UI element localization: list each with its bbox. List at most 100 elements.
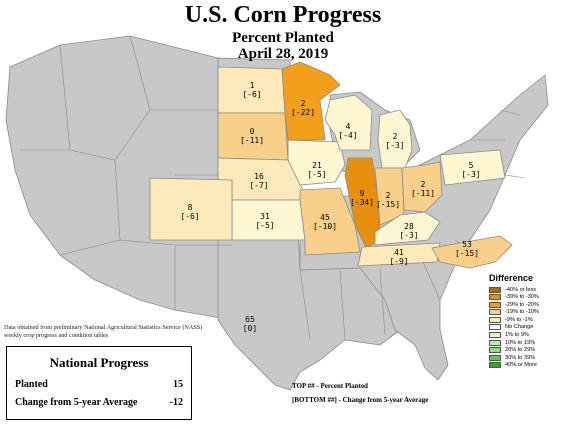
report-date: April 28, 2019 (237, 46, 329, 62)
state-label-nc-bottom: [-15] (455, 249, 479, 258)
state-label-in-top: 2 (386, 191, 391, 200)
legend-label: 40% or More (505, 362, 538, 369)
difference-legend: Difference -40% or less -39% to -30% -29% … (489, 273, 565, 370)
legend-label: -39% to -30% (505, 294, 539, 301)
state-michigan (377, 109, 413, 169)
state-label-ky-bottom: [-3] (399, 231, 418, 240)
difference-legend-title: Difference (489, 273, 534, 283)
legend-label: -19% to -10% (505, 309, 539, 316)
legend-label: -9% to -1% (505, 316, 533, 323)
difference-legend-items: -40% or less -39% to -30% -29% to -20% -19%… (489, 286, 565, 369)
difference-legend-item: -40% or less (489, 286, 565, 293)
legend-swatch (489, 339, 501, 346)
state-label-mn-bottom: [-22] (291, 108, 315, 117)
state-pennsylvania (439, 149, 506, 186)
difference-legend-item: -29% to -20% (489, 301, 565, 308)
state-label-mo-bottom: [-10] (313, 222, 337, 231)
state-label-ky-top: 28 (404, 222, 414, 231)
state-labels: 1[-6]2[-22]4[-4] 2[-3]0[-11]21[-5]16[-7]9… (180, 81, 480, 333)
state-label-ia-top: 21 (312, 161, 322, 170)
change-value: -12 (169, 397, 183, 408)
change-row: Change from 5-year Average -12 (15, 397, 183, 408)
state-label-il-bottom: [-34] (350, 198, 374, 207)
state-label-pa-top: 5 (469, 161, 474, 170)
source-note: Data obtained from preliminary National … (4, 324, 203, 339)
legend-swatch (489, 362, 501, 369)
state-label-tn-top: 41 (394, 248, 404, 257)
state-label-wi-bottom: [-4] (338, 131, 357, 140)
legend-label: 20% to 29% (505, 347, 536, 354)
state-minnesota (281, 61, 341, 141)
state-ohio (401, 161, 443, 213)
legend-label: 1% to 9% (505, 332, 529, 339)
state-label-ks-bottom: [-5] (255, 221, 274, 230)
change-label: Change from 5-year Average (15, 397, 138, 408)
national-progress-title: National Progress (49, 355, 149, 370)
legend-label: No Change (505, 324, 534, 331)
planted-row: Planted 15 (15, 379, 183, 390)
state-label-tx-top: 65 (245, 315, 255, 324)
difference-legend-item: 1% to 9% (489, 332, 565, 339)
legend-swatch (489, 294, 501, 301)
legend-swatch (489, 309, 501, 316)
legend-swatch (489, 332, 501, 339)
state-label-nd-bottom: [-6] (242, 90, 261, 99)
planted-label: Planted (15, 379, 48, 390)
legend-note-bottom: [BOTTOM ##] - Change from 5-year Average (292, 396, 429, 404)
legend-swatch (489, 347, 501, 354)
page-title: U.S. Corn Progress (184, 2, 382, 28)
state-label-sd-bottom: [-11] (240, 136, 264, 145)
state-label-ne-top: 16 (254, 172, 264, 181)
subtitle-block: Percent Planted April 28, 2019 (0, 30, 566, 62)
national-progress-box: National Progress Planted 15 Change from… (6, 346, 192, 420)
state-label-ne-bottom: [-7] (249, 181, 268, 190)
difference-legend-item: 40% or More (489, 362, 565, 369)
state-label-ks-top: 31 (260, 212, 270, 221)
legend-swatch (489, 316, 501, 323)
state-tennessee (357, 242, 441, 267)
legend-swatch (489, 354, 501, 361)
state-label-pa-bottom: [-3] (461, 170, 480, 179)
state-north-carolina (431, 235, 513, 269)
state-label-mo-top: 45 (320, 213, 330, 222)
state-label-co-bottom: [-6] (180, 212, 199, 221)
difference-legend-item: -9% to -1% (489, 316, 565, 323)
legend-label: -29% to -20% (505, 301, 539, 308)
difference-legend-item: -19% to -10% (489, 309, 565, 316)
difference-legend-item: 30% to 39% (489, 354, 565, 361)
difference-legend-item: No Change (489, 324, 565, 331)
land-west (5, 35, 233, 321)
state-label-nd-top: 1 (250, 81, 255, 90)
state-label-co-top: 8 (188, 203, 193, 212)
planted-value: 15 (173, 379, 183, 390)
state-label-in-bottom: [-15] (376, 200, 400, 209)
state-label-mi-top: 2 (393, 132, 398, 141)
state-label-oh-bottom: [-11] (411, 189, 435, 198)
difference-legend-item: 10% to 19% (489, 339, 565, 346)
state-label-ia-bottom: [-5] (307, 170, 326, 179)
state-label-mn-top: 2 (301, 99, 306, 108)
state-label-wi-top: 4 (346, 122, 351, 131)
state-missouri (299, 187, 361, 256)
legend-note-top: TOP ## - Percent Planted (292, 382, 368, 390)
state-colorado (149, 177, 233, 241)
legend-swatch (489, 286, 501, 293)
state-label-tn-bottom: [-9] (389, 257, 408, 266)
states-layer (149, 61, 513, 269)
state-label-il-top: 9 (360, 189, 365, 198)
gray-state-lines (20, 35, 526, 341)
legend-label: -40% or less (505, 286, 537, 293)
subtitle: Percent Planted (232, 30, 334, 46)
difference-legend-item: 20% to 29% (489, 347, 565, 354)
state-label-tx-bottom: [0] (243, 324, 257, 333)
legend-swatch (489, 324, 501, 331)
difference-legend-item: -39% to -30% (489, 294, 565, 301)
state-illinois (344, 157, 381, 249)
legend-label: 30% to 39% (505, 354, 536, 361)
state-kentucky (374, 211, 441, 246)
state-label-oh-top: 2 (421, 180, 426, 189)
legend-label: 10% to 19% (505, 339, 536, 346)
state-label-sd-top: 0 (250, 127, 255, 136)
state-label-mi-bottom: [-3] (385, 141, 404, 150)
